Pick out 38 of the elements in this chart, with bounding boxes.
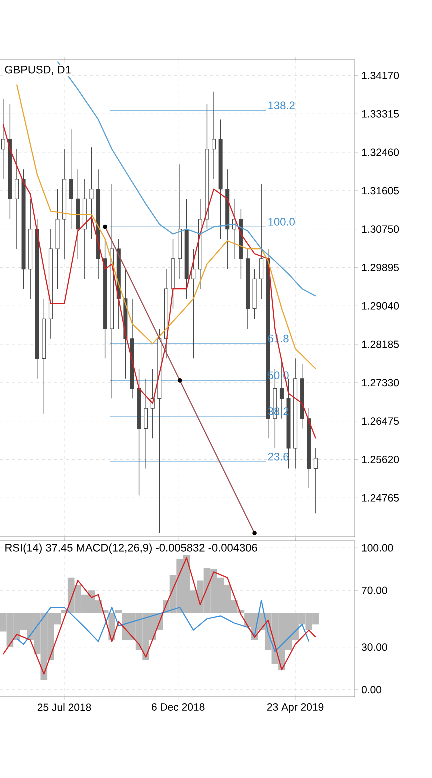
y-tick-label: 30.00 bbox=[362, 644, 388, 652]
chart-title: RSI(14) 37.45 MACD(12,26,9) -0.005832 -0.004306 bbox=[6, 544, 258, 554]
candlestick bbox=[192, 248, 196, 360]
line-series bbox=[57, 61, 316, 297]
y-tick-label: 1.29895 bbox=[362, 264, 400, 272]
annotation: 138.2 bbox=[268, 102, 295, 110]
annotation: 100.0 bbox=[268, 218, 295, 226]
y-tick-label: 1.24765 bbox=[362, 494, 400, 502]
y-tick-label: 1.32460 bbox=[362, 148, 400, 156]
y-tick-label: 1.31605 bbox=[362, 187, 400, 195]
chart-title: GBPUSD, D1 bbox=[5, 66, 71, 76]
candlestick bbox=[90, 147, 94, 240]
y-tick-label: 1.29040 bbox=[362, 302, 400, 310]
y-tick-label: 1.25620 bbox=[362, 456, 400, 464]
candlestick bbox=[314, 448, 318, 514]
x-tick-label: 23 Apr 2019 bbox=[267, 704, 324, 714]
candlestick bbox=[260, 184, 264, 300]
candlestick bbox=[14, 149, 19, 250]
y-tick-label: 1.26475 bbox=[362, 418, 400, 426]
x-tick-label: 6 Dec 2018 bbox=[152, 704, 205, 711]
y-tick-label: 70.00 bbox=[362, 586, 388, 594]
y-tick-label: 1.27330 bbox=[362, 379, 400, 387]
y-tick-label: 1.33315 bbox=[362, 110, 400, 118]
line-series bbox=[16, 600, 310, 652]
line-series bbox=[16, 84, 316, 370]
y-tick-label: 1.30750 bbox=[362, 226, 400, 234]
y-tick-label: 100.00 bbox=[362, 544, 394, 552]
y-tick-label: 0.00 bbox=[362, 686, 382, 694]
bar bbox=[116, 610, 122, 614]
x-tick-label: 25 Jul 2018 bbox=[38, 704, 92, 712]
candlestick bbox=[212, 92, 216, 180]
line-series bbox=[2, 124, 316, 440]
candlestick bbox=[69, 129, 74, 230]
y-tick-label: 1.34170 bbox=[362, 72, 400, 80]
candlestick bbox=[144, 378, 148, 470]
candlestick bbox=[1, 99, 6, 180]
y-tick-label: 1.28185 bbox=[362, 340, 400, 348]
line-series bbox=[2, 557, 316, 675]
